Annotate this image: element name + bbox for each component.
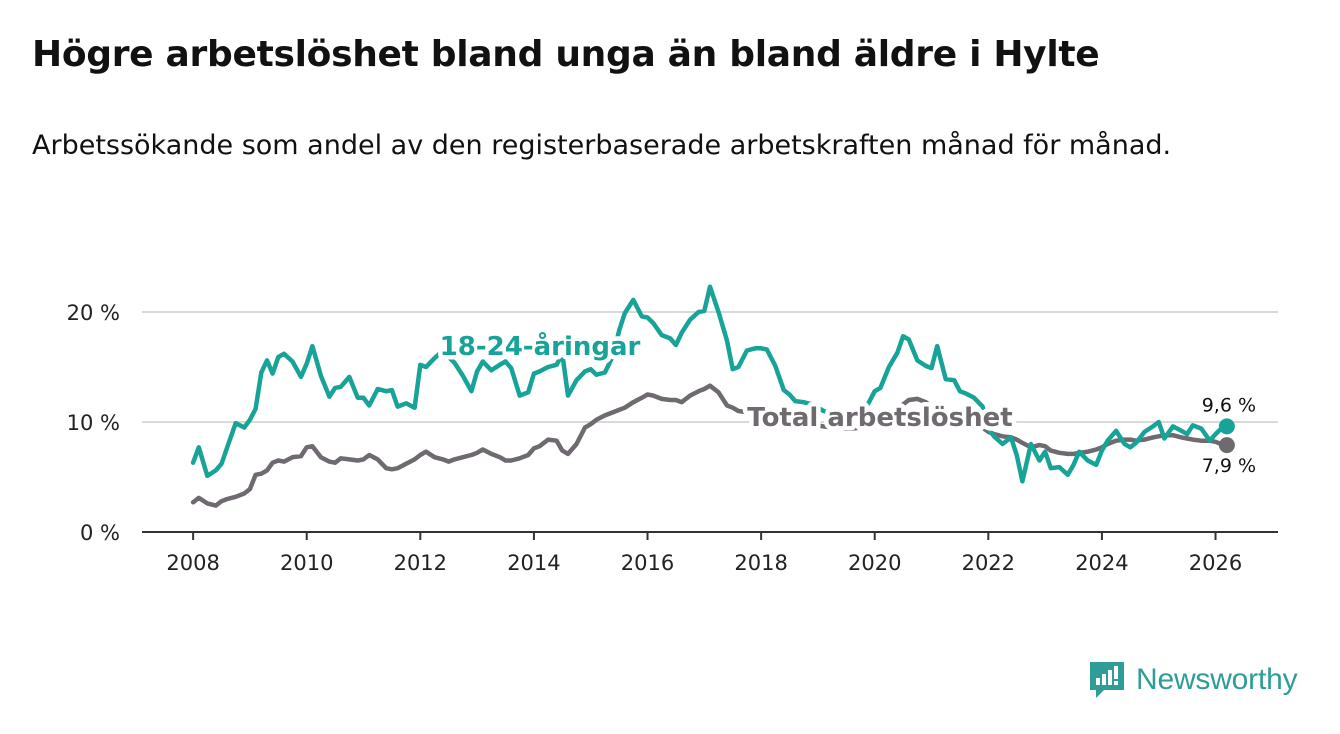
x-tick-label: 2008	[166, 551, 219, 575]
end-point-total	[1218, 437, 1235, 454]
x-tick-label: 2022	[962, 551, 1015, 575]
series-label-young: 18-24-åringar	[440, 330, 641, 362]
newsworthy-logo-icon	[1090, 662, 1124, 698]
x-tick-label: 2026	[1189, 551, 1242, 575]
series-line-total	[190, 383, 1230, 508]
chart-subtitle: Arbetssökande som andel av den registerb…	[32, 130, 1172, 161]
y-tick-label: 10 %	[67, 411, 120, 435]
end-label-young: 9,6 %	[1202, 394, 1256, 416]
x-tick-label: 2010	[280, 551, 333, 575]
y-tick-label: 0 %	[80, 521, 120, 545]
x-tick-label: 2024	[1075, 551, 1128, 575]
series-label-halo: 18-24-åringar	[440, 330, 641, 362]
x-tick-label: 2012	[394, 551, 447, 575]
series-line-young	[190, 284, 1230, 484]
end-label-total: 7,9 %	[1202, 455, 1256, 477]
y-tick-label: 20 %	[67, 301, 120, 325]
logo-text: Newsworthy	[1136, 663, 1298, 696]
x-tick-label: 2016	[621, 551, 674, 575]
end-point-young	[1218, 418, 1235, 435]
x-tick-label: 2020	[848, 551, 901, 575]
series-label-halo: Total arbetslöshet	[747, 403, 1012, 433]
x-tick-label: 2018	[734, 551, 787, 575]
x-tick-label: 2014	[507, 551, 560, 575]
chart-title: Högre arbetslöshet bland unga än bland ä…	[32, 34, 1100, 75]
newsworthy-logo[interactable]: Newsworthy	[1088, 660, 1298, 700]
series-label-total: Total arbetslöshet	[747, 403, 1012, 433]
